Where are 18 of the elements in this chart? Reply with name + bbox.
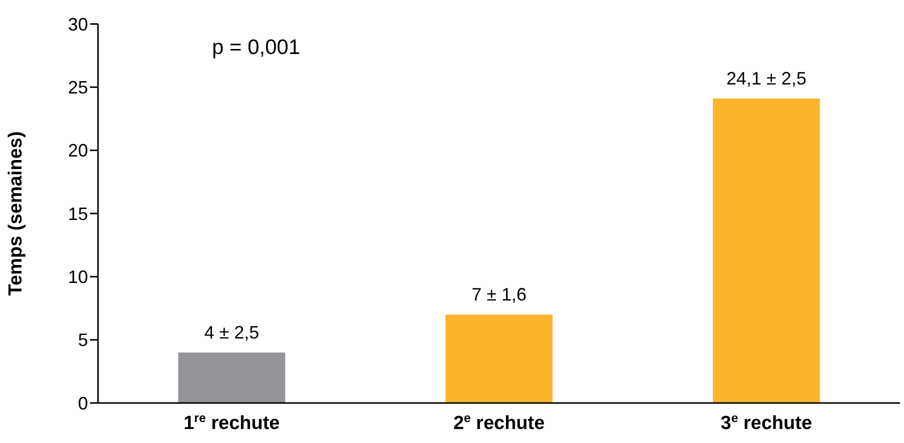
- data-label: 4 ± 2,5: [204, 322, 260, 342]
- y-tick-label: 15: [68, 204, 88, 224]
- x-tick-label: 1$^{re}$ rechute: [184, 411, 280, 434]
- y-tick-label: 5: [78, 330, 88, 350]
- y-tick-label: 25: [68, 78, 88, 98]
- y-axis-title: Temps (semaines): [6, 131, 27, 296]
- y-tick-label: 10: [68, 267, 88, 288]
- bar: [446, 314, 553, 403]
- y-tick-label: 20: [68, 140, 88, 161]
- data-label: 24,1 ± 2,5: [726, 68, 806, 89]
- annotation: p = 0,001: [212, 36, 300, 60]
- bar: [178, 352, 286, 403]
- y-tick-label: 0: [78, 393, 88, 414]
- bar: [712, 98, 820, 403]
- x-tick-label: 3$^{e}$ rechute: [720, 411, 812, 434]
- x-tick-label: 2$^{e}$ rechute: [453, 411, 545, 434]
- y-tick-label: 30: [68, 14, 88, 34]
- data-label: 7 ± 1,6: [472, 284, 526, 305]
